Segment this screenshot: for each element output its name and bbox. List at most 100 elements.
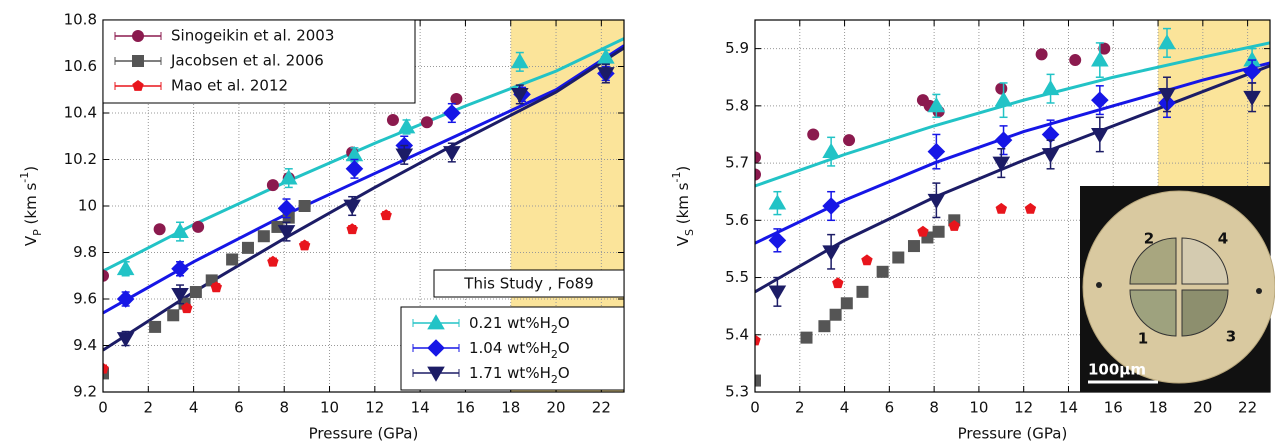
x-tick-label: 10 xyxy=(320,399,339,417)
marker xyxy=(1091,91,1109,109)
inset-label: 3 xyxy=(1226,328,1236,346)
marker xyxy=(856,285,869,298)
marker xyxy=(818,320,831,333)
legend-label: 1.04 wt%H2O xyxy=(469,339,570,361)
y-tick-label: 9.2 xyxy=(73,383,97,401)
x-tick-label: 20 xyxy=(1193,399,1212,417)
inset-label: 4 xyxy=(1218,230,1228,248)
marker xyxy=(277,199,296,218)
marker xyxy=(266,179,279,192)
marker xyxy=(822,142,840,159)
y-tick-label: 9.6 xyxy=(73,290,97,308)
marker xyxy=(755,151,761,164)
marker xyxy=(907,240,920,253)
marker xyxy=(298,200,311,212)
marker xyxy=(189,286,202,299)
marker xyxy=(927,97,946,113)
marker xyxy=(768,194,787,210)
legend-label: 0.21 wt%H2O xyxy=(469,314,570,336)
marker xyxy=(346,223,358,235)
marker xyxy=(755,334,761,346)
marker xyxy=(241,241,254,254)
inset-crystal xyxy=(1181,289,1229,337)
legend-marker xyxy=(427,366,445,382)
legend-label: Sinogeikin et al. 2003 xyxy=(171,27,334,45)
marker xyxy=(511,53,529,69)
legend-marker xyxy=(132,55,144,67)
y-tick-label: 5.5 xyxy=(725,268,749,286)
marker xyxy=(103,269,109,282)
inset-label: 2 xyxy=(1144,230,1154,248)
x-tick-label: 0 xyxy=(750,399,760,417)
marker xyxy=(992,156,1011,172)
marker xyxy=(597,67,615,83)
marker xyxy=(345,160,364,178)
marker xyxy=(840,297,853,310)
legend-label-part: 1.71 wt%H xyxy=(469,364,551,382)
marker xyxy=(995,202,1008,214)
marker xyxy=(597,48,615,64)
marker xyxy=(116,332,135,348)
marker xyxy=(768,231,787,250)
y-tick-label: 5.4 xyxy=(725,325,749,343)
y-tick-label: 5.8 xyxy=(725,96,749,114)
inset-disc xyxy=(1082,190,1275,384)
marker xyxy=(861,254,873,266)
marker xyxy=(257,230,270,243)
x-tick-label: 14 xyxy=(411,399,430,417)
marker xyxy=(822,197,840,215)
legend-marker xyxy=(132,80,144,91)
marker xyxy=(420,116,433,129)
fit-line xyxy=(755,41,1270,188)
y-tick-label: 5.9 xyxy=(725,39,749,57)
marker xyxy=(995,82,1008,95)
y-tick-label: 10.6 xyxy=(64,57,97,75)
y-tick-label: 10.2 xyxy=(64,150,97,168)
marker xyxy=(192,220,205,233)
marker xyxy=(1098,42,1111,55)
y-tick-label: 10.4 xyxy=(64,104,97,122)
y-axis-label-part: P xyxy=(31,229,44,236)
x-tick-label: 12 xyxy=(365,399,384,417)
y-axis-label-part: -1 xyxy=(670,172,683,183)
marker xyxy=(755,374,761,387)
marker xyxy=(1243,90,1261,107)
marker xyxy=(1243,51,1261,67)
marker xyxy=(167,309,180,322)
y-tick-label: 10.8 xyxy=(64,11,97,29)
marker xyxy=(345,146,364,162)
x-tick-label: 4 xyxy=(840,399,850,417)
legend-label-part: O xyxy=(558,339,570,357)
x-tick-label: 12 xyxy=(1014,399,1033,417)
marker xyxy=(171,259,189,278)
legend-label: 1.71 wt%H2O xyxy=(469,364,570,386)
marker xyxy=(395,148,414,164)
x-tick-label: 16 xyxy=(456,399,475,417)
marker xyxy=(171,287,189,304)
y-tick-label: 5.3 xyxy=(725,383,749,401)
x-tick-label: 8 xyxy=(279,399,289,417)
marker xyxy=(1091,128,1109,144)
x-tick-label: 2 xyxy=(795,399,805,417)
marker xyxy=(768,285,787,301)
y-axis-label: VS (km s-1) xyxy=(670,166,696,247)
marker xyxy=(948,220,960,231)
legend-marker xyxy=(427,314,445,330)
y-axis-label: VP (km s-1) xyxy=(18,166,44,246)
y-axis-label-part: ) xyxy=(674,166,692,172)
x-tick-label: 6 xyxy=(885,399,895,417)
marker xyxy=(511,88,529,104)
marker xyxy=(876,265,889,278)
y-tick-label: 9.4 xyxy=(73,336,97,354)
marker xyxy=(443,146,461,162)
x-tick-label: 6 xyxy=(234,399,244,417)
y-tick-label: 5.7 xyxy=(725,154,749,172)
y-axis-label-part: ) xyxy=(22,166,40,172)
x-tick-label: 8 xyxy=(929,399,939,417)
marker xyxy=(443,104,461,122)
y-tick-label: 10 xyxy=(78,197,97,215)
marker xyxy=(343,199,361,215)
marker xyxy=(892,251,905,264)
x-tick-label: 22 xyxy=(1238,399,1257,417)
inset-hole xyxy=(1256,288,1262,294)
